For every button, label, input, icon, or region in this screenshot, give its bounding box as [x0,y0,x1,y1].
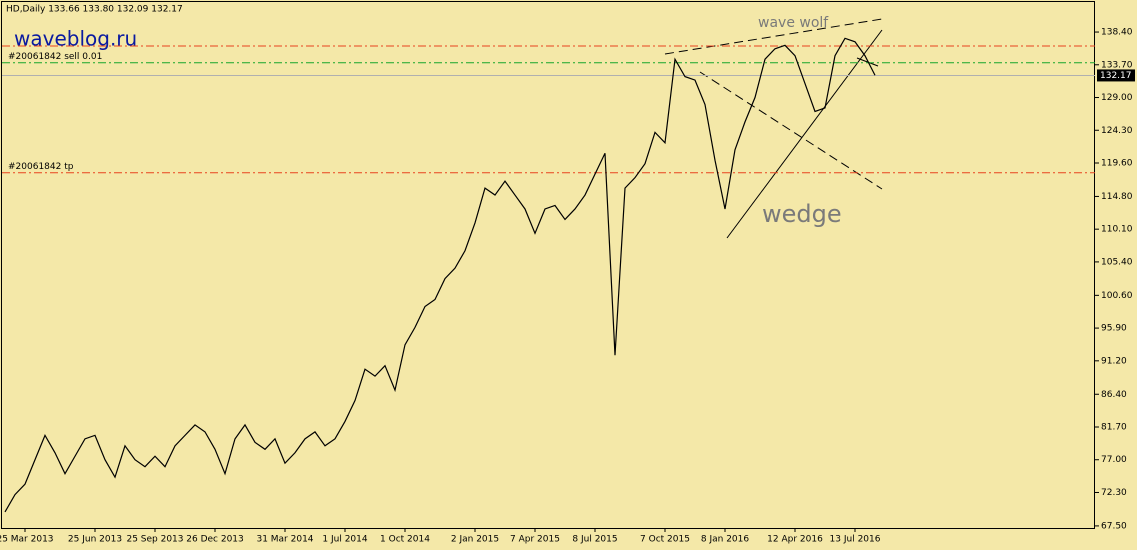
annotation: wedge [762,200,842,228]
price-box [1097,69,1135,82]
y-tick-label: 133.70 [1101,60,1133,70]
y-tick-label: 91.20 [1101,356,1127,366]
level-label: #20061842 sell 0.01 [8,52,102,62]
price-line [4,37,876,513]
y-tick-label: 67.50 [1101,521,1127,531]
x-tick-label: 13 Jul 2016 [830,535,881,545]
x-tick-label: 7 Oct 2015 [640,535,690,545]
level-label: #20061842 tp [8,162,74,172]
trend-line [856,57,879,67]
y-tick-label: 124.30 [1101,126,1133,136]
plot: 138.40 133.70 129.00 124.30 119.60 114.80 110.… [0,28,1135,545]
trend-line [664,18,883,55]
y-tick-label: 95.90 [1101,324,1127,334]
y-tick-label: 138.40 [1101,28,1133,38]
x-tick-label: 31 Mar 2014 [256,535,313,545]
y-tick-label: 77.00 [1101,455,1127,465]
x-tick-label: 25 Mar 2013 [0,535,54,545]
watermark: waveblog.ru [14,27,137,51]
x-tick-label: 8 Jan 2016 [701,535,749,545]
y-tick-label: 100.60 [1101,291,1133,301]
x-tick-label: 8 Jul 2015 [572,535,617,545]
y-tick-label: 129.00 [1101,93,1133,103]
x-tick-label: 25 Sep 2013 [126,535,183,545]
trend-lines [664,18,883,239]
plot-frame [1,1,1095,529]
y-tick-label: 105.40 [1101,257,1133,267]
x-tick-label: 1 Jul 2014 [322,535,367,545]
trend-line [699,71,883,190]
x-tick-label: 12 Apr 2016 [767,535,823,545]
y-tick-label: 119.60 [1101,158,1133,168]
x-tick-label: 25 Jun 2013 [68,535,122,545]
x-tick-label: 26 Dec 2013 [186,535,244,545]
y-tick-label: 81.70 [1101,422,1127,432]
x-tick-label: 1 Oct 2014 [380,535,430,545]
y-tick-label: 72.30 [1101,488,1127,498]
y-tick-label: 114.80 [1101,192,1133,202]
chart-title: HD,Daily 133.66 133.80 132.09 132.17 [6,5,183,15]
y-tick-label: 86.40 [1101,390,1127,400]
annotation: wave wolf [758,15,829,31]
x-tick-label: 7 Apr 2015 [510,535,560,545]
x-tick-label: 2 Jan 2015 [451,535,499,545]
price-label: 132.17 [1100,71,1132,81]
trend-line [726,29,883,239]
y-tick-label: 110.10 [1101,225,1133,235]
